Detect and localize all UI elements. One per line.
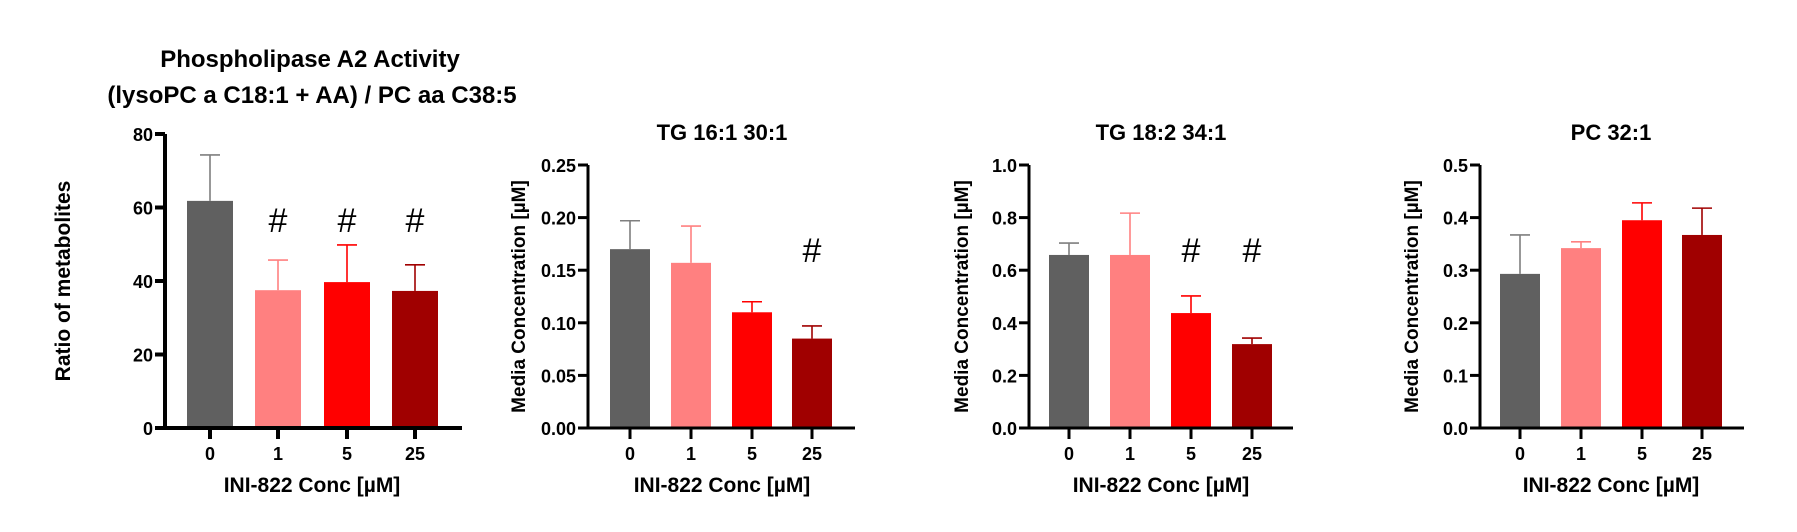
y-tick-label: 0.8	[992, 209, 1017, 229]
x-axis-title: INI-822 Conc [µM]	[1523, 474, 1700, 497]
bar-25	[1682, 234, 1722, 428]
bar-5	[324, 282, 370, 428]
x-tick-label: 0	[1515, 444, 1525, 464]
y-tick-label: 0.4	[992, 314, 1017, 334]
y-tick-label: 0	[143, 419, 153, 439]
panel-2-title: TG 16:1 30:1	[657, 120, 788, 145]
bar-1	[255, 290, 301, 428]
x-tick-label: 5	[1186, 444, 1196, 464]
y-axis-title: Media Concentration [µM]	[952, 180, 973, 413]
y-tick-label: 0.00	[541, 419, 576, 439]
x-axis-title: INI-822 Conc [µM]	[634, 474, 811, 497]
bar-25	[792, 338, 832, 428]
x-tick-label: 0	[205, 444, 215, 464]
significance-marker: #	[406, 202, 425, 240]
bar-0	[1049, 254, 1089, 428]
bar-0	[1500, 273, 1540, 428]
x-axis-title: INI-822 Conc [µM]	[224, 474, 401, 497]
y-axis-title: Ratio of metabolites	[52, 181, 75, 382]
y-tick-label: 0.4	[1443, 209, 1468, 229]
y-axis-title: Media Concentration [µM]	[1402, 180, 1423, 413]
significance-marker: #	[338, 202, 357, 240]
x-tick-label: 25	[405, 444, 425, 464]
panel-2-plot: #0.00 0.05 0.10 0.15 0.20 0.25 0 1 5 25 INI-822 Co…	[509, 156, 855, 497]
x-tick-label: 1	[1125, 444, 1135, 464]
bar-0	[610, 249, 650, 428]
significance-marker: #	[269, 202, 288, 240]
y-tick-label: 0.1	[1443, 366, 1468, 386]
y-tick-label: 0.05	[541, 366, 576, 386]
panel-4-title: PC 32:1	[1571, 120, 1652, 145]
x-tick-label: 25	[1242, 444, 1262, 464]
panel-3-plot: # #0.0 0.2 0.4 0.6 0.8 1.0 0 1 5 25 INI-822 Conc [µ…	[952, 156, 1293, 497]
y-tick-label: 40	[133, 272, 153, 292]
bar-25	[392, 290, 438, 428]
significance-marker: #	[1182, 232, 1201, 270]
x-tick-label: 1	[686, 444, 696, 464]
x-tick-label: 1	[273, 444, 283, 464]
bar-0	[187, 200, 233, 428]
bar-5	[1622, 220, 1662, 428]
y-tick-label: 0.3	[1443, 261, 1468, 281]
y-tick-label: 0.5	[1443, 156, 1468, 176]
significance-marker: #	[1243, 232, 1262, 270]
x-tick-label: 0	[1064, 444, 1074, 464]
y-tick-label: 0.0	[1443, 419, 1468, 439]
bar-5	[1171, 313, 1211, 428]
y-tick-label: 0.6	[992, 261, 1017, 281]
y-tick-label: 0.20	[541, 209, 576, 229]
x-axis-title: INI-822 Conc [µM]	[1073, 474, 1250, 497]
x-tick-label: 1	[1576, 444, 1586, 464]
bar-1	[671, 262, 711, 428]
x-tick-label: 5	[1637, 444, 1647, 464]
y-tick-label: 0.15	[541, 261, 576, 281]
bar-25	[1232, 344, 1272, 428]
x-tick-label: 5	[747, 444, 757, 464]
y-tick-label: 0.2	[992, 366, 1017, 386]
bar-1	[1561, 248, 1601, 428]
y-tick-label: 0.0	[992, 419, 1017, 439]
x-tick-label: 0	[625, 444, 635, 464]
bar-1	[1110, 254, 1150, 428]
x-tick-label: 5	[342, 444, 352, 464]
bar-5	[732, 312, 772, 428]
x-tick-label: 25	[1692, 444, 1712, 464]
y-tick-label: 60	[133, 199, 153, 219]
y-axis-title: Media Concentration [µM]	[509, 180, 530, 413]
panel-3-title: TG 18:2 34:1	[1096, 120, 1227, 145]
y-tick-label: 20	[133, 346, 153, 366]
y-tick-label: 1.0	[992, 156, 1017, 176]
x-tick-label: 25	[802, 444, 822, 464]
significance-marker: #	[803, 232, 822, 270]
panel-1-subtitle: (lysoPC a C18:1 + AA) / PC aa C38:5	[107, 82, 516, 109]
y-tick-label: 0.2	[1443, 314, 1468, 334]
panel-4-plot: 0.0 0.1 0.2 0.3 0.4 0.5 0 1 5 25 INI-822 Conc [µM]…	[1402, 156, 1744, 497]
y-tick-label: 0.10	[541, 314, 576, 334]
y-tick-label: 80	[133, 125, 153, 145]
panel-1-title: Phospholipase A2 Activity	[160, 46, 460, 73]
y-tick-label: 0.25	[541, 156, 576, 176]
